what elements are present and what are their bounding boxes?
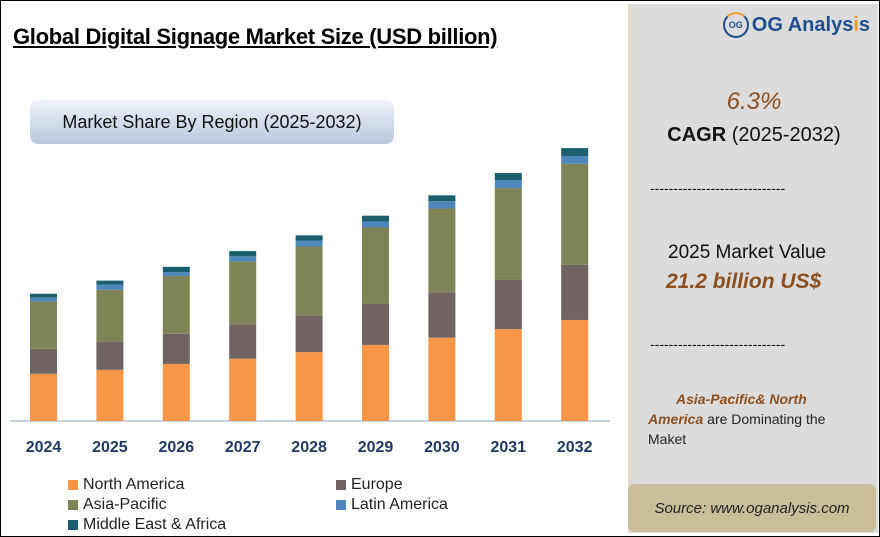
- bar-segment-latin-america-2029: [362, 221, 389, 228]
- note-highlight: Asia-Pacific& North: [676, 391, 807, 407]
- x-tick-label: 2031: [491, 439, 527, 456]
- bar-segment-asia-pacific-2026: [162, 276, 190, 334]
- bar-segment-asia-pacific-2029: [362, 227, 389, 304]
- bar-segment-asia-pacific-2027: [229, 261, 257, 325]
- bar-segment-middle-east-africa-2026: [162, 266, 190, 273]
- legend-item: North America: [68, 476, 184, 494]
- legend-item: Latin America: [336, 496, 448, 514]
- bar-segment-north-america-2028: [295, 352, 323, 421]
- stacked-bar-chart: 2024 2025 2026 2027 2028 2029 2030 2031 2032: [10, 148, 610, 456]
- x-tick-label: 2032: [557, 439, 593, 456]
- legend-label: Latin America: [351, 496, 448, 513]
- bar-segment-latin-america-2027: [229, 256, 257, 262]
- bar-segment-north-america-2031: [494, 329, 522, 421]
- bar-segment-middle-east-africa-2025: [96, 280, 124, 285]
- og-analysis-logo: OG OG Analysis: [722, 12, 870, 38]
- logo-mark-icon: OG: [722, 12, 749, 38]
- source-box: Source: www.oganalysis.com: [628, 484, 876, 532]
- bar-segment-asia-pacific-2031: [494, 188, 522, 280]
- bar-segment-asia-pacific-2032: [561, 163, 589, 265]
- bar-segment-north-america-2030: [428, 337, 456, 421]
- bar-segment-europe-2024: [30, 348, 57, 374]
- bar-segment-asia-pacific-2030: [428, 208, 456, 293]
- bar-segment-europe-2025: [96, 341, 124, 370]
- note-highlight: America: [648, 411, 704, 427]
- legend-item: Middle East & Africa: [68, 516, 226, 534]
- bar-segment-europe-2031: [494, 279, 522, 330]
- bar-segment-europe-2028: [295, 315, 323, 353]
- bar-segment-latin-america-2026: [162, 272, 190, 277]
- summary-panel: OG OG Analysis 6.3% CAGR (2025-2032) ---…: [628, 4, 878, 533]
- dominance-note: Asia-Pacific& North America are Dominatin…: [648, 389, 863, 449]
- legend-item: Europe: [336, 476, 403, 494]
- x-tick-label: 2026: [159, 439, 195, 456]
- legend-item: Asia-Pacific: [68, 496, 167, 514]
- bar-segment-north-america-2029: [362, 344, 389, 421]
- x-tick-label: 2029: [358, 439, 394, 456]
- bar-segment-latin-america-2031: [494, 180, 522, 189]
- legend-swatch: [336, 480, 346, 490]
- logo-text: OG Analysis: [751, 13, 870, 36]
- bar-segment-middle-east-africa-2030: [428, 195, 456, 202]
- bar-segment-north-america-2027: [229, 358, 257, 421]
- cagr-label-bold: CAGR: [667, 124, 727, 146]
- x-tick-label: 2028: [291, 439, 327, 456]
- cagr-label: CAGR (2025-2032): [630, 124, 878, 147]
- legend-label: Asia-Pacific: [83, 496, 167, 513]
- bar-segment-north-america-2026: [162, 363, 190, 421]
- bar-segment-europe-2029: [362, 303, 389, 345]
- divider: -----------------------------: [650, 180, 786, 196]
- bar-segment-latin-america-2028: [295, 240, 323, 247]
- x-tick-label: 2024: [26, 439, 62, 456]
- bar-segment-asia-pacific-2028: [295, 246, 323, 316]
- bar-segment-north-america-2032: [561, 319, 589, 421]
- legend-swatch: [68, 500, 78, 510]
- chart-title: Global Digital Signage Market Size (USD …: [13, 24, 498, 49]
- cagr-period: (2025-2032): [731, 124, 841, 146]
- bar-segment-middle-east-africa-2032: [561, 148, 589, 156]
- market-value-label: 2025 Market Value: [668, 242, 827, 263]
- cagr-value: 6.3%: [726, 88, 782, 115]
- bar-segment-middle-east-africa-2024: [30, 293, 57, 298]
- x-tick-label: 2025: [92, 439, 128, 456]
- legend-swatch: [68, 520, 78, 530]
- x-tick-label: 2027: [225, 439, 261, 456]
- chart-subtitle: Market Share By Region (2025-2032): [30, 100, 394, 144]
- bar-segment-europe-2026: [162, 333, 190, 364]
- bar-segment-middle-east-africa-2029: [362, 215, 389, 222]
- legend-label: Europe: [351, 476, 403, 493]
- legend-swatch: [68, 480, 78, 490]
- legend-label: Middle East & Africa: [83, 516, 227, 533]
- bar-segment-latin-america-2030: [428, 201, 456, 209]
- bar-segment-asia-pacific-2024: [30, 301, 57, 349]
- divider: -----------------------------: [650, 336, 786, 352]
- bar-segment-europe-2030: [428, 292, 456, 338]
- x-tick-label: 2030: [424, 439, 460, 456]
- legend-label: North America: [83, 476, 185, 493]
- bar-segment-europe-2032: [561, 264, 589, 320]
- note-text: are Dominating the Maket: [648, 411, 826, 447]
- bar-segment-middle-east-africa-2031: [494, 173, 522, 181]
- bar-segment-north-america-2024: [30, 373, 57, 421]
- market-value: 21.2 billion US$: [666, 270, 822, 293]
- bar-segment-latin-america-2032: [561, 155, 589, 164]
- legend-swatch: [336, 500, 346, 510]
- bar-segment-middle-east-africa-2027: [229, 251, 257, 257]
- bar-segment-asia-pacific-2025: [96, 289, 124, 342]
- bar-segment-middle-east-africa-2028: [295, 235, 323, 241]
- bar-segment-latin-america-2025: [96, 284, 124, 290]
- bar-segment-latin-america-2024: [30, 297, 57, 302]
- bar-segment-north-america-2025: [96, 369, 124, 421]
- bar-segment-europe-2027: [229, 324, 257, 359]
